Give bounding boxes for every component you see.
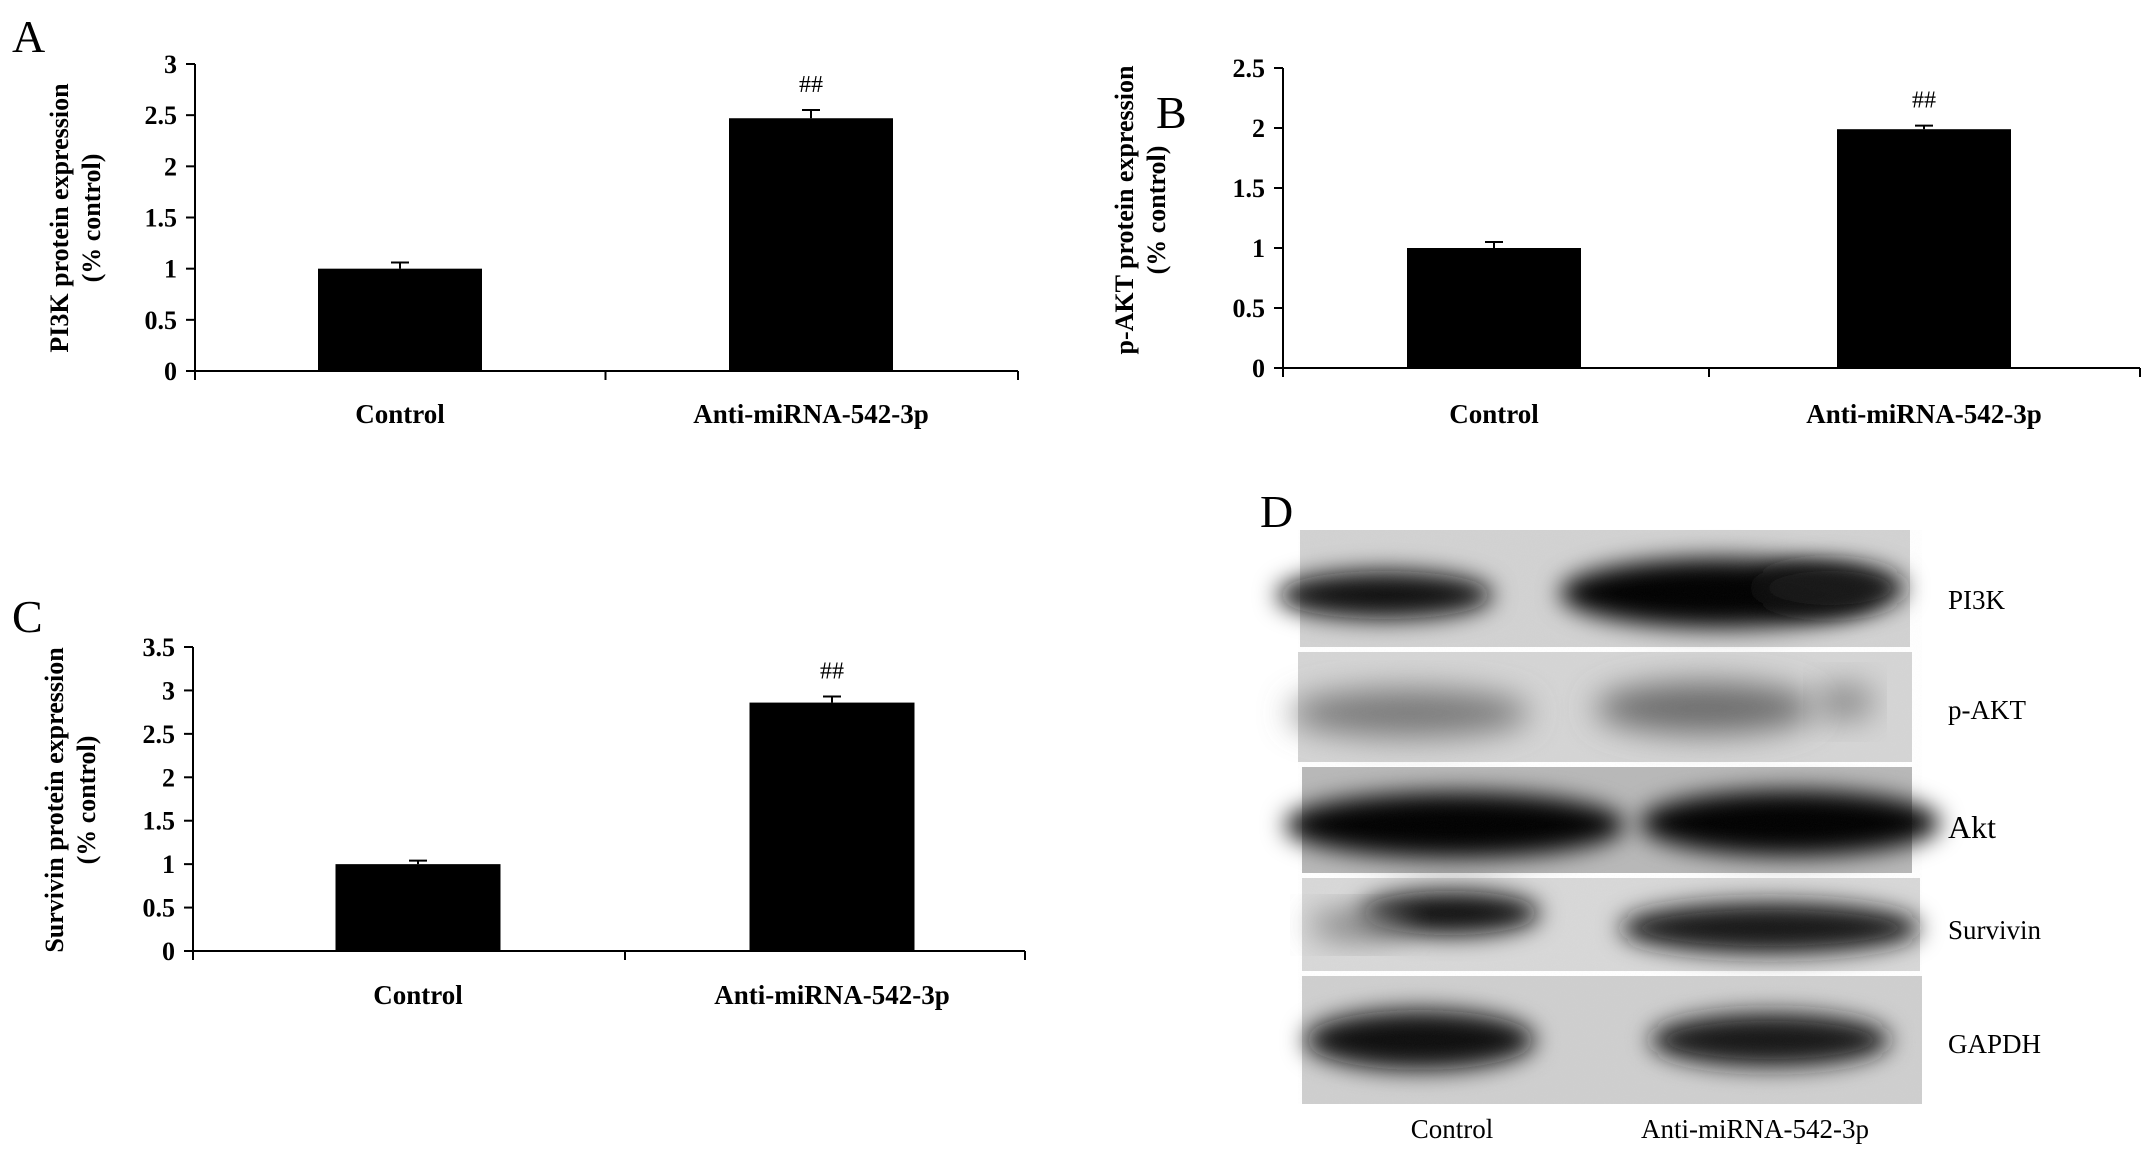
y-tick-label-c: 3.5	[143, 633, 176, 662]
blot-column-label-anti-mirna: Anti-miRNA-542-3p	[1641, 1114, 1869, 1144]
y-tick-label-c: 0	[162, 937, 175, 966]
category-label-a-1: Anti-miRNA-542-3p	[693, 399, 929, 429]
significance-mark-c-1: ##	[820, 659, 844, 685]
y-axis-label-b: p-AKT protein expression (% control)	[1110, 65, 1171, 354]
panel-letter-c: C	[12, 591, 43, 642]
significance-mark-a-1: ##	[799, 72, 823, 98]
bar-b-1	[1837, 129, 2011, 368]
category-label-b-0: Control	[1449, 399, 1539, 429]
bar-c-1	[749, 702, 915, 951]
y-tick-label-c: 2.5	[143, 720, 176, 749]
y-tick-label-c: 3	[162, 676, 175, 705]
bar-a-1	[729, 118, 893, 371]
category-label-c-0: Control	[373, 980, 463, 1010]
chart-b: 0 0.5 1 1.5 2 2.5 Control ## Anti-miRNA-542-3p p-…	[1110, 54, 2141, 429]
y-tick-label-c: 1	[162, 850, 175, 879]
bar-b-0	[1407, 248, 1581, 368]
blot-row-label-gapdh: GAPDH	[1948, 1029, 2041, 1059]
blot-row-label-survivin: Survivin	[1948, 915, 2042, 945]
y-axis-label-line-c-1: (% control)	[72, 736, 101, 865]
y-tick-label-b: 1.5	[1233, 174, 1266, 203]
y-tick-label-a: 3	[164, 50, 177, 79]
y-tick-label-b: 0	[1252, 354, 1265, 383]
category-label-b-1: Anti-miRNA-542-3p	[1806, 399, 2042, 429]
y-tick-label-b: 0.5	[1233, 294, 1266, 323]
blot-row-label-akt: Akt	[1948, 809, 1996, 845]
panel-letter-a: A	[12, 11, 45, 62]
y-tick-label-c: 1.5	[143, 807, 176, 836]
chart-a: 0 0.5 1 1.5 2 2.5 3 Control ## Anti-miRNA-542-3p P…	[45, 50, 1019, 429]
y-axis-label-line-a-0: PI3K protein expression	[45, 83, 74, 353]
panel-letter-d: D	[1260, 486, 1293, 537]
y-axis-label-c: Survivin protein expression (% control)	[40, 647, 101, 953]
y-axis-label-a: PI3K protein expression (% control)	[45, 83, 106, 353]
y-tick-label-c: 2	[162, 763, 175, 792]
chart-c: 0 0.5 1 1.5 2 2.5 3 3.5 Control ## Anti-miRNA-542-…	[40, 633, 1026, 1010]
blot-row-label-pi3k: PI3K	[1948, 585, 2006, 615]
y-axis-label-line-a-1: (% control)	[77, 154, 106, 283]
y-tick-label-a: 2.5	[145, 101, 178, 130]
bar-a-0	[318, 268, 482, 371]
y-tick-label-c: 0.5	[143, 894, 176, 923]
y-axis-label-line-b-0: p-AKT protein expression	[1110, 65, 1139, 354]
panel-letter-b: B	[1156, 87, 1187, 138]
category-label-a-0: Control	[355, 399, 445, 429]
y-tick-label-a: 1	[164, 255, 177, 284]
bar-c-0	[335, 864, 501, 951]
y-axis-label-line-b-1: (% control)	[1142, 146, 1171, 275]
y-axis-label-line-c-0: Survivin protein expression	[40, 647, 69, 953]
y-tick-label-a: 1.5	[145, 204, 178, 233]
y-tick-label-b: 1	[1252, 234, 1265, 263]
y-tick-label-a: 0	[164, 357, 177, 386]
western-blot: PI3K p-AKT Akt Survivin GAPDH Control An…	[1277, 530, 2042, 1144]
category-label-c-1: Anti-miRNA-542-3p	[714, 980, 950, 1010]
y-tick-label-a: 2	[164, 152, 177, 181]
y-tick-label-a: 0.5	[145, 306, 178, 335]
y-tick-label-b: 2	[1252, 114, 1265, 143]
blot-row-label-p-akt: p-AKT	[1948, 695, 2026, 725]
significance-mark-b-1: ##	[1912, 88, 1936, 114]
blot-column-label-control: Control	[1411, 1114, 1494, 1144]
y-tick-label-b: 2.5	[1233, 54, 1266, 83]
